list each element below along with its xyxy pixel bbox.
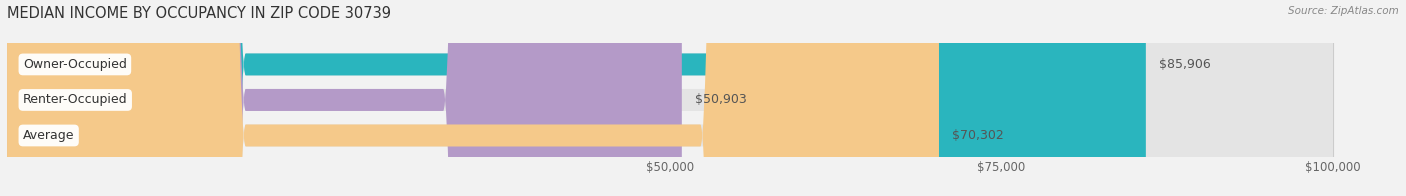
- Text: Source: ZipAtlas.com: Source: ZipAtlas.com: [1288, 6, 1399, 16]
- Text: MEDIAN INCOME BY OCCUPANCY IN ZIP CODE 30739: MEDIAN INCOME BY OCCUPANCY IN ZIP CODE 3…: [7, 6, 391, 21]
- FancyBboxPatch shape: [7, 0, 1333, 196]
- Text: Average: Average: [22, 129, 75, 142]
- FancyBboxPatch shape: [7, 0, 939, 196]
- Text: $70,302: $70,302: [952, 129, 1004, 142]
- FancyBboxPatch shape: [7, 0, 1333, 196]
- FancyBboxPatch shape: [7, 0, 1146, 196]
- Text: $85,906: $85,906: [1159, 58, 1211, 71]
- FancyBboxPatch shape: [7, 0, 1333, 196]
- Text: $50,903: $50,903: [695, 93, 747, 106]
- Text: Renter-Occupied: Renter-Occupied: [22, 93, 128, 106]
- Text: Owner-Occupied: Owner-Occupied: [22, 58, 127, 71]
- FancyBboxPatch shape: [7, 0, 682, 196]
